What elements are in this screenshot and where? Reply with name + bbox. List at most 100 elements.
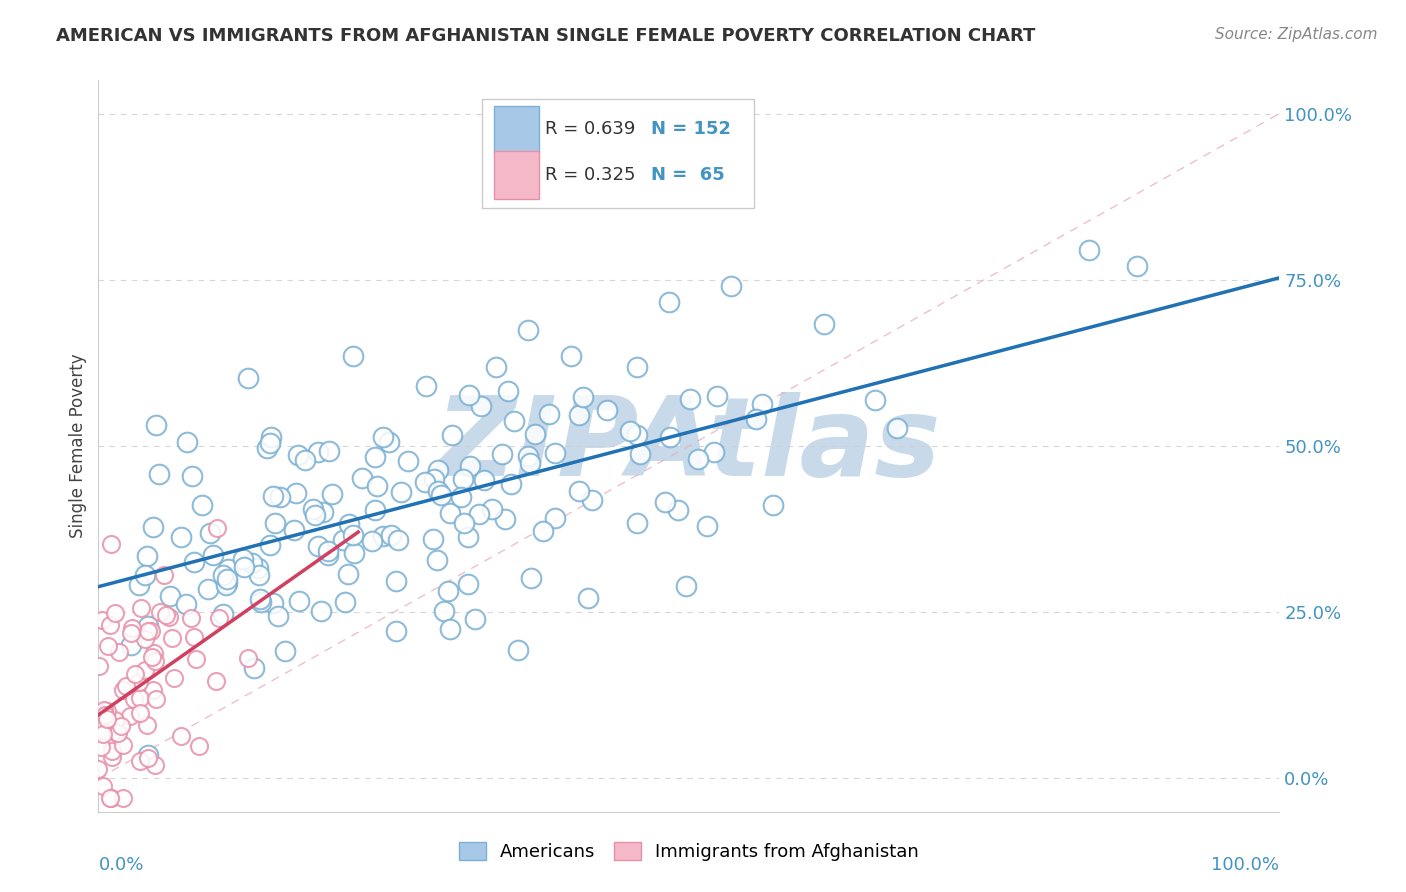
Point [283,524,305,538]
Point [433,604,456,618]
Point [93,727,115,741]
Point [481,502,503,516]
Point [470,399,492,413]
Point [519,456,541,470]
Point [440,428,463,442]
Point [301,501,323,516]
Point [249,595,271,609]
Point [389,485,412,500]
Point [136,549,159,564]
Point [274,644,297,658]
Point [316,544,339,558]
Point [304,508,326,523]
Point [501,476,523,491]
Point [426,483,449,498]
Point [141,650,163,665]
Point [342,527,364,541]
Point [141,624,163,638]
Point [236,371,259,385]
Point [1078,243,1101,257]
Point [112,791,135,805]
Point [1126,259,1149,273]
Point [287,593,309,607]
Point [181,469,204,483]
Point [153,567,176,582]
Text: ZIPAtlas: ZIPAtlas [436,392,942,500]
Point [686,451,709,466]
Point [654,495,676,509]
Point [197,582,219,596]
Text: AMERICAN VS IMMIGRANTS FROM AFGHANISTAN SINGLE FEMALE POVERTY CORRELATION CHART: AMERICAN VS IMMIGRANTS FROM AFGHANISTAN … [56,27,1036,45]
Point [451,471,474,485]
Point [259,436,281,450]
Y-axis label: Single Female Poverty: Single Female Poverty [69,354,87,538]
Point [312,505,335,519]
Point [105,726,128,740]
Point [568,484,591,499]
Point [155,607,177,622]
Point [98,618,121,632]
Point [342,349,364,363]
Text: Source: ZipAtlas.com: Source: ZipAtlas.com [1215,27,1378,42]
Point [886,421,908,435]
Point [366,479,388,493]
Point [520,571,543,585]
Point [426,553,449,567]
Point [148,467,170,481]
Point [696,519,718,533]
Point [457,530,479,544]
Point [217,576,239,591]
Point [581,493,603,508]
Point [162,671,184,685]
Point [307,539,329,553]
Point [134,663,156,677]
FancyBboxPatch shape [494,152,538,199]
Point [176,435,198,450]
Point [517,323,540,337]
Point [626,516,648,530]
Point [87,762,110,776]
Point [619,425,641,439]
Point [626,428,648,442]
Point [472,473,495,487]
Point [415,379,437,393]
Point [385,624,408,638]
Point [484,359,506,374]
Point [262,595,284,609]
Point [145,418,167,433]
Legend: Americans, Immigrants from Afghanistan: Americans, Immigrants from Afghanistan [451,835,927,869]
Point [352,471,374,485]
Point [343,546,366,560]
Point [212,607,235,621]
Point [458,388,481,402]
Point [143,654,166,668]
Point [332,533,354,547]
Point [246,561,269,575]
Point [157,609,180,624]
Point [262,489,284,503]
Point [129,690,152,705]
Point [104,714,127,729]
Point [336,566,359,581]
Point [112,738,135,752]
Point [215,578,238,592]
Point [659,430,682,444]
Point [316,548,339,562]
Point [249,591,271,606]
Point [309,604,332,618]
Point [321,487,343,501]
Point [183,555,205,569]
Point [498,384,520,398]
Point [100,744,122,758]
Text: 0.0%: 0.0% [98,855,143,873]
Point [100,537,122,551]
Point [578,591,600,605]
FancyBboxPatch shape [494,106,538,153]
Point [628,447,651,461]
Point [94,708,117,723]
Point [142,520,165,534]
Point [124,666,146,681]
Point [468,507,491,521]
Point [267,609,290,624]
Point [371,529,394,543]
